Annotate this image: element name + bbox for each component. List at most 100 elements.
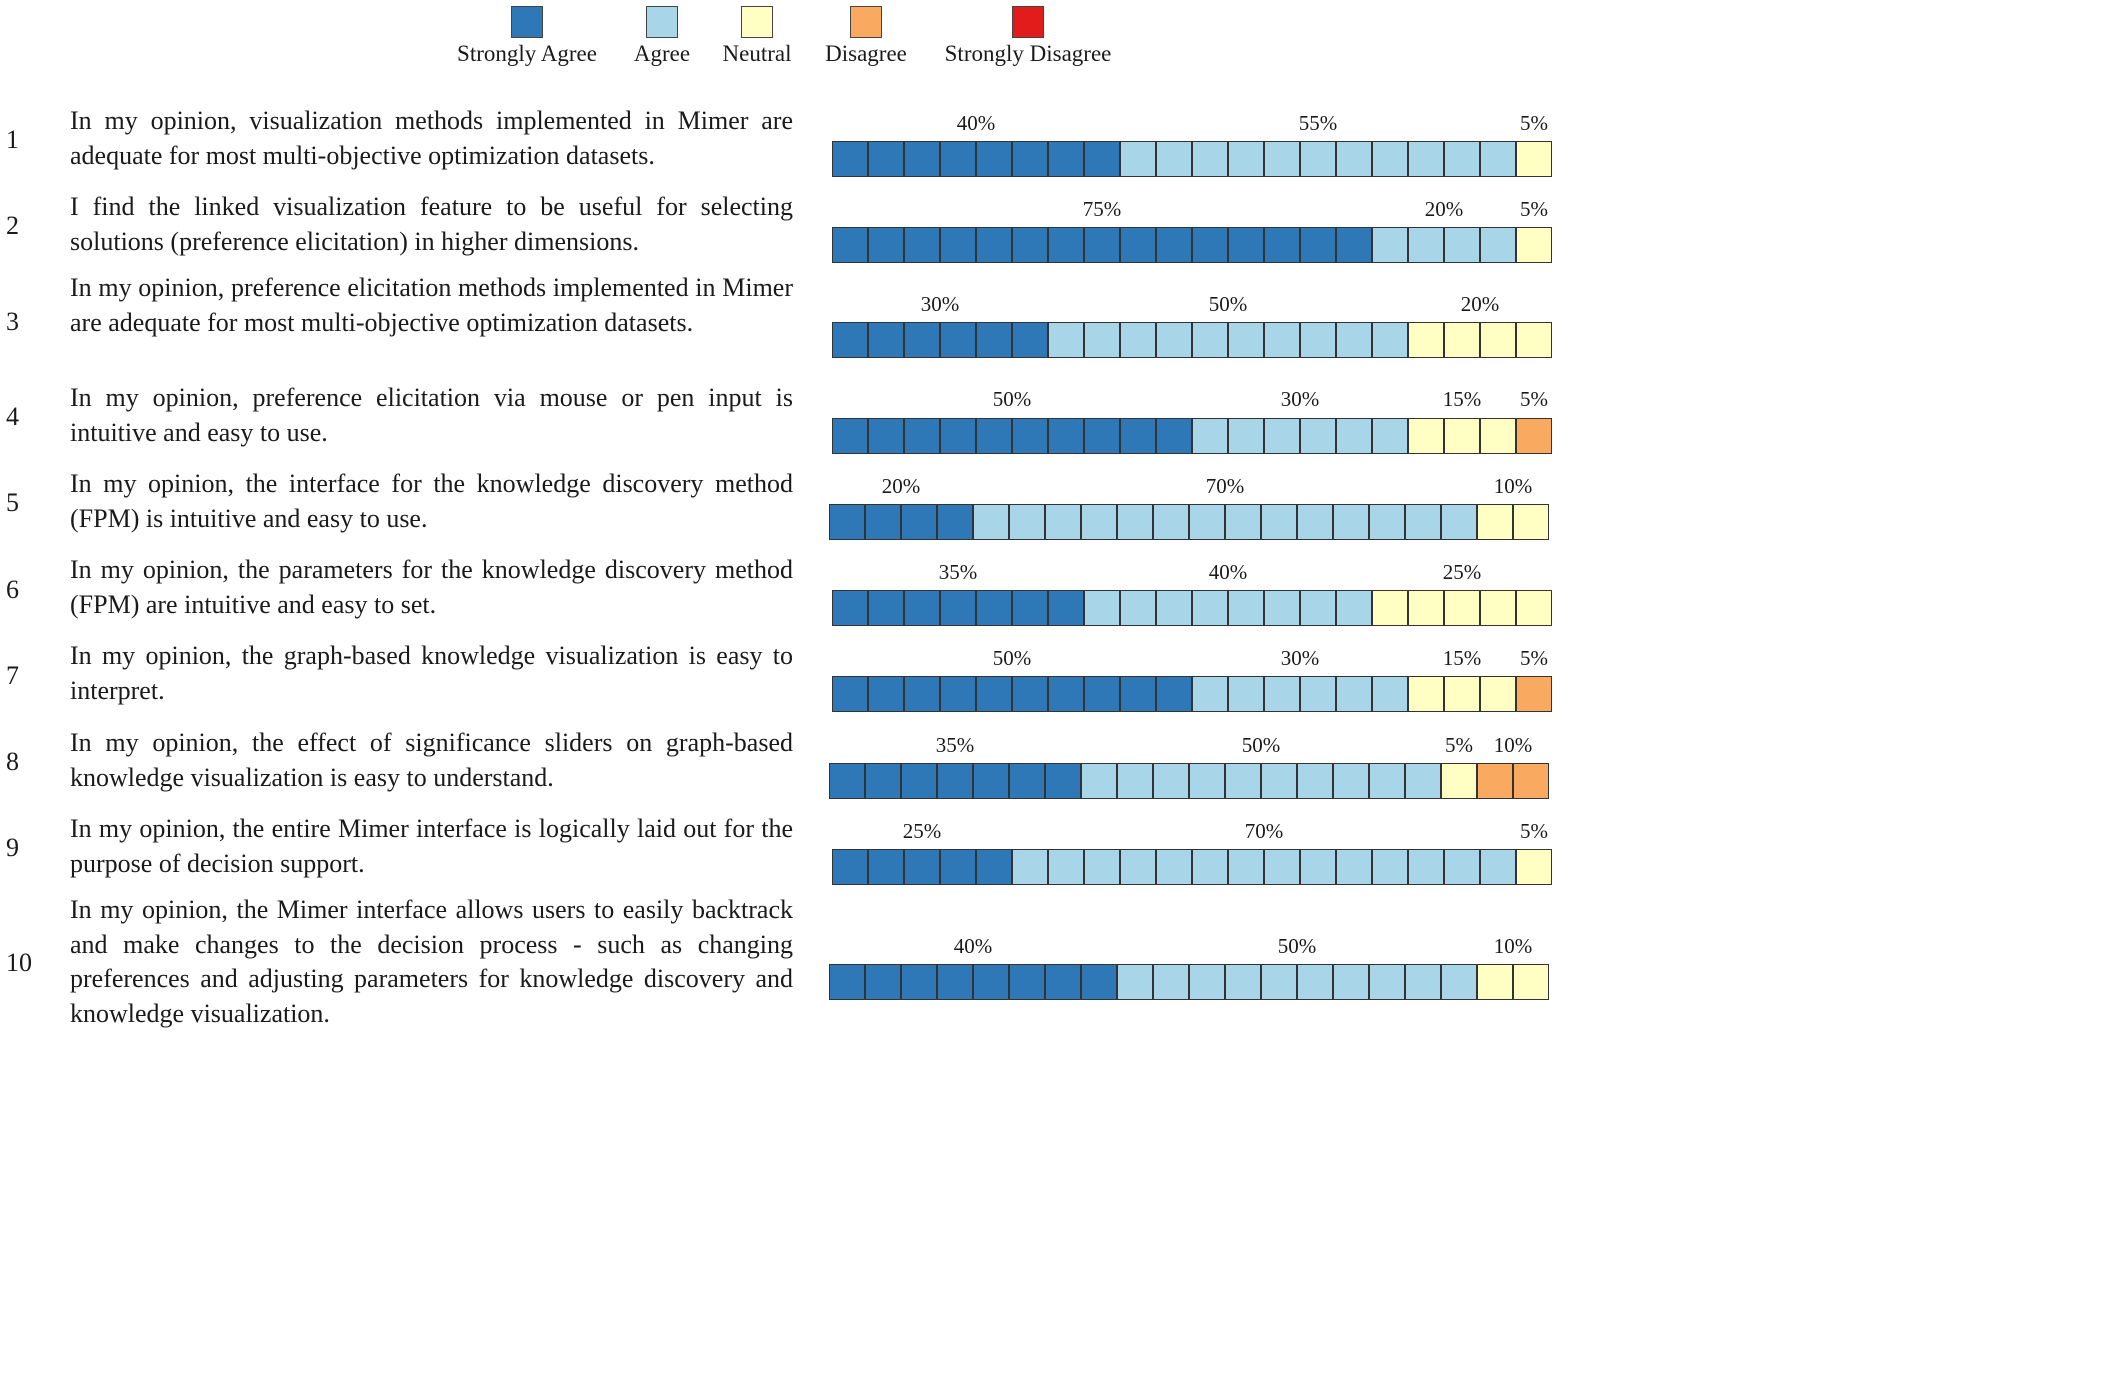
percent-label: 30%	[1280, 646, 1320, 670]
bar-cell-strongly-agree	[940, 322, 976, 358]
question-number: 7	[6, 661, 19, 690]
bar-cell-agree	[1261, 504, 1297, 540]
bar-cell-agree	[1009, 504, 1045, 540]
percent-label: 40%	[1208, 560, 1248, 584]
bar-cell-agree	[1228, 418, 1264, 454]
bar-cell-strongly-agree	[940, 590, 976, 626]
percent-label: 40%	[953, 934, 993, 958]
bar-cell-agree	[1081, 763, 1117, 799]
bar-cell-neutral	[1480, 322, 1516, 358]
bar-cell-strongly-agree	[904, 227, 940, 263]
bar-cell-agree	[1369, 763, 1405, 799]
bar-cell-neutral	[1372, 590, 1408, 626]
bar-cell-strongly-agree	[976, 322, 1012, 358]
bar-cell-neutral	[1516, 141, 1552, 177]
percent-label: 75%	[1082, 197, 1122, 221]
bar-cell-agree	[1084, 849, 1120, 885]
bar-cell-agree	[1300, 322, 1336, 358]
percent-label: 20%	[1460, 292, 1500, 316]
legend: Strongly Agree Agree Neutral Disagree Strong…	[0, 0, 1560, 80]
bar-cell-strongly-agree	[829, 964, 865, 1000]
bar-cell-strongly-agree	[1300, 227, 1336, 263]
percent-label: 25%	[1442, 560, 1482, 584]
bar-cell-strongly-agree	[1012, 418, 1048, 454]
question-text: In my opinion, the graph-based knowledge…	[70, 641, 793, 705]
bar-cell-agree	[1192, 418, 1228, 454]
percent-label: 30%	[920, 292, 960, 316]
bar-cell-strongly-agree	[904, 322, 940, 358]
percent-label: 25%	[902, 819, 942, 843]
bar-cell-agree	[1405, 964, 1441, 1000]
bar-cell-strongly-agree	[1336, 227, 1372, 263]
bar-cell-strongly-agree	[976, 227, 1012, 263]
legend-label: Strongly Agree	[457, 41, 597, 66]
bar-cell-agree	[1225, 964, 1261, 1000]
bar-cell-agree	[1333, 763, 1369, 799]
bar-cell-strongly-agree	[937, 504, 973, 540]
bar-cell-agree	[1048, 849, 1084, 885]
question-number: 9	[6, 833, 19, 862]
bar-cell-strongly-agree	[901, 964, 937, 1000]
bar-cell-neutral	[1444, 676, 1480, 712]
bar-cell-agree	[1372, 418, 1408, 454]
bar-cell-strongly-agree	[1156, 227, 1192, 263]
bar-cell-strongly-agree	[973, 763, 1009, 799]
bar-cell-strongly-agree	[865, 964, 901, 1000]
bar-cell-agree	[1261, 964, 1297, 1000]
bar-cell-agree	[1117, 964, 1153, 1000]
bar-cell-strongly-agree	[1120, 418, 1156, 454]
bar-cell-strongly-agree	[940, 676, 976, 712]
bar-cell-neutral	[1513, 504, 1549, 540]
bar-cell-agree	[1264, 849, 1300, 885]
bar-cell-neutral	[1516, 322, 1552, 358]
bar-cell-agree	[1228, 590, 1264, 626]
bar-cell-agree	[1441, 504, 1477, 540]
bar-cell-neutral	[1408, 418, 1444, 454]
bar-cell-agree	[1480, 141, 1516, 177]
bar-cell-agree	[1300, 141, 1336, 177]
question-number: 8	[6, 747, 19, 776]
bar-cell-strongly-agree	[1264, 227, 1300, 263]
bar-cell-neutral	[1444, 322, 1480, 358]
bar-cell-strongly-agree	[832, 676, 868, 712]
legend-swatch	[741, 6, 773, 38]
bar-cell-agree	[1405, 504, 1441, 540]
question-text: In my opinion, visualization methods imp…	[70, 106, 793, 170]
bar-cell-agree	[1372, 141, 1408, 177]
percent-label: 15%	[1442, 646, 1482, 670]
bar-cell-strongly-agree	[901, 763, 937, 799]
bar-cell-agree	[1084, 590, 1120, 626]
bar-cell-agree	[1264, 590, 1300, 626]
bar-cell-neutral	[1408, 676, 1444, 712]
bar-cell-agree	[1300, 849, 1336, 885]
bar-cell-strongly-agree	[1048, 141, 1084, 177]
bar-cell-agree	[1081, 504, 1117, 540]
bar-cell-agree	[1084, 322, 1120, 358]
bar-cell-agree	[1372, 227, 1408, 263]
percent-label: 5%	[1520, 646, 1548, 670]
bar-cell-strongly-agree	[829, 504, 865, 540]
bar-cell-strongly-agree	[1084, 676, 1120, 712]
bar-cell-agree	[1408, 849, 1444, 885]
bar-cell-agree	[1153, 964, 1189, 1000]
bar-cell-strongly-agree	[976, 676, 1012, 712]
bar-cell-strongly-agree	[1048, 590, 1084, 626]
response-bar	[832, 849, 1552, 885]
bar-cell-neutral	[1516, 227, 1552, 263]
bar-cell-strongly-agree	[832, 590, 868, 626]
legend-label: Agree	[633, 41, 691, 66]
bar-cell-agree	[1048, 322, 1084, 358]
bar-cell-neutral	[1480, 418, 1516, 454]
bar-cell-strongly-agree	[1156, 418, 1192, 454]
bar-cell-strongly-agree	[832, 322, 868, 358]
bar-cell-strongly-agree	[940, 849, 976, 885]
bar-cell-strongly-agree	[1012, 141, 1048, 177]
question-text: In my opinion, the entire Mimer interfac…	[70, 814, 793, 878]
bar-cell-agree	[1372, 849, 1408, 885]
question-number: 10	[6, 948, 32, 977]
bar-cell-agree	[1333, 504, 1369, 540]
bar-cell-strongly-agree	[865, 763, 901, 799]
bar-cell-agree	[1336, 418, 1372, 454]
percent-label: 70%	[1244, 819, 1284, 843]
bar-cell-agree	[1192, 590, 1228, 626]
